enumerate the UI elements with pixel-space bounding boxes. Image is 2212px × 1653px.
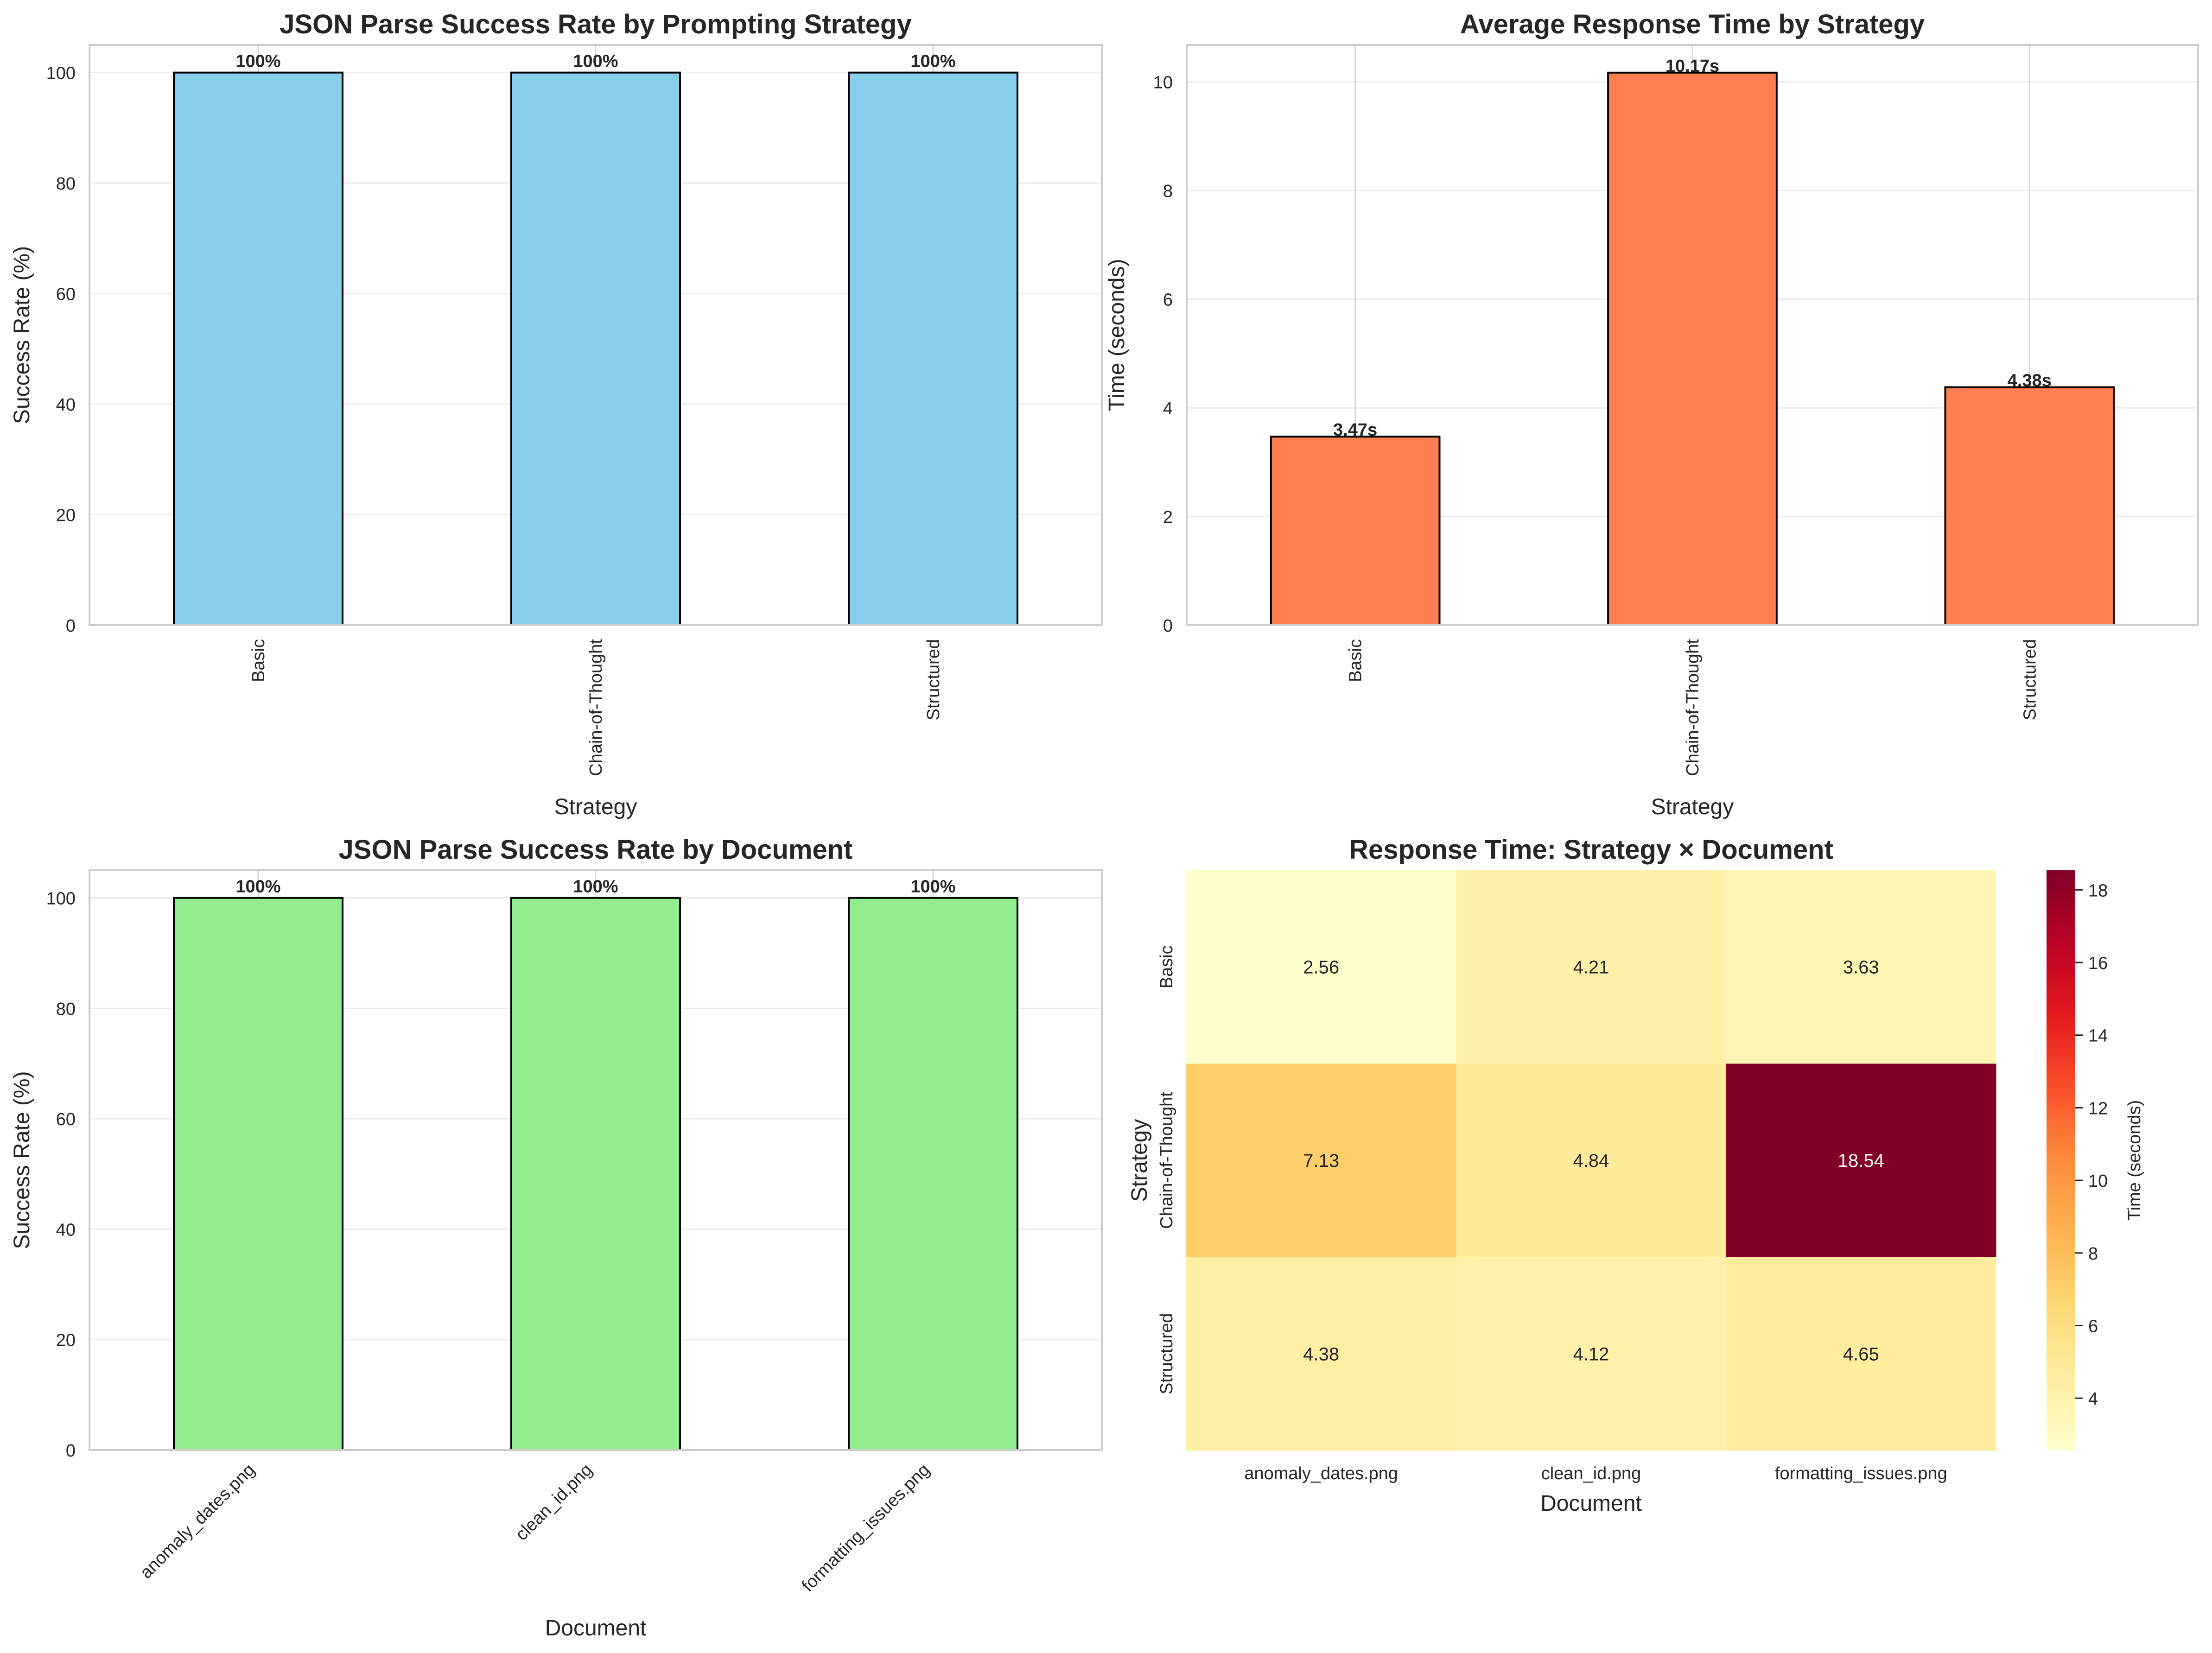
strategy-success-chart: 100% 100% 100% 0 20 40 60 80 100 Basic Chain-of-Th… xyxy=(10,9,1103,819)
bar xyxy=(510,897,681,1451)
x-tick-label: anomaly_dates.png xyxy=(1244,1464,1398,1483)
y-tick-label: 100 xyxy=(46,64,76,83)
heatmap-cell-value: 4.12 xyxy=(1573,1344,1609,1364)
y-tick-label: 4 xyxy=(1163,399,1173,418)
heatmap-cell-value: 4.38 xyxy=(1303,1344,1339,1364)
y-tick-label: 0 xyxy=(1163,616,1173,636)
y-tick-label: 8 xyxy=(1163,182,1173,201)
y-tick-label: 6 xyxy=(1163,291,1173,310)
bar-value-label: 3.47s xyxy=(1333,420,1377,440)
heatmap-cell xyxy=(1726,1064,1996,1258)
bar xyxy=(1944,386,2115,626)
x-tick-label: clean_id.png xyxy=(1541,1464,1641,1483)
y-tick-label: 100 xyxy=(46,889,76,909)
x-axis-label: Strategy xyxy=(554,795,637,819)
colorbar-tick-label: 12 xyxy=(2088,1099,2108,1118)
time-heatmap-chart: 2.56 4.21 3.63 7.13 4.84 18.54 4.38 4.12 4.65 ano… xyxy=(1127,835,2144,1516)
axes-frame xyxy=(89,869,1103,1451)
x-tick-label: Basic xyxy=(249,639,268,682)
x-tick-label: Structured xyxy=(2020,639,2040,720)
axes-frame xyxy=(89,44,1103,626)
x-axis-label: Strategy xyxy=(1651,795,1734,819)
x-tick-label: Structured xyxy=(924,639,943,720)
bar xyxy=(1607,71,1778,627)
heatmap-cell xyxy=(1186,1257,1456,1451)
x-tick-label: formatting_issues.png xyxy=(798,1460,934,1596)
x-tick-label: formatting_issues.png xyxy=(1775,1464,1947,1483)
y-tick-label: 10 xyxy=(1153,73,1173,93)
chart-title: JSON Parse Success Rate by Prompting Str… xyxy=(280,9,912,39)
heatmap-cell xyxy=(1186,1064,1456,1258)
bar xyxy=(1270,436,1441,626)
y-tick-label: 80 xyxy=(56,174,76,194)
y-axis-label: Strategy xyxy=(1127,1119,1152,1202)
colorbar-tick-label: 6 xyxy=(2088,1317,2098,1336)
heatmap-cell-value: 18.54 xyxy=(1838,1151,1884,1171)
heatmap-cell-value: 4.65 xyxy=(1843,1344,1879,1364)
colorbar-tick-label: 16 xyxy=(2088,954,2108,973)
y-tick-label: 80 xyxy=(56,1000,76,1019)
colorbar-tick-label: 8 xyxy=(2088,1244,2098,1264)
y-tick-label: 20 xyxy=(56,506,76,526)
y-tick-label: Structured xyxy=(1157,1313,1176,1394)
bar xyxy=(173,897,343,1451)
heatmap-cell-value: 2.56 xyxy=(1303,957,1339,978)
x-axis-label: Document xyxy=(1540,1491,1642,1516)
x-tick-label: clean_id.png xyxy=(512,1460,596,1545)
axes-frame xyxy=(1186,44,2199,626)
x-tick-label: Basic xyxy=(1346,639,1366,682)
x-axis-label: Document xyxy=(545,1616,647,1640)
y-axis-label: Success Rate (%) xyxy=(10,246,34,424)
y-tick-label: 20 xyxy=(56,1331,76,1350)
heatmap-cell-value: 3.63 xyxy=(1843,957,1879,978)
strategy-time-chart: 3.47s 10.17s 4.38s 0 2 4 6 8 10 Basic Chain-of-Tho… xyxy=(1105,9,2199,819)
y-tick-label: 40 xyxy=(56,395,76,415)
y-tick-label: 60 xyxy=(56,285,76,304)
bar xyxy=(173,71,343,627)
heatmap-cell-value: 4.21 xyxy=(1573,957,1609,978)
document-success-chart: 100% 100% 100% 0 20 40 60 80 100 anomaly_dates.pn… xyxy=(10,835,1103,1640)
heatmap-cell xyxy=(1726,1257,1996,1451)
heatmap-cell xyxy=(1456,1257,1727,1451)
colorbar-tick-label: 18 xyxy=(2088,881,2108,900)
colorbar-tick-label: 10 xyxy=(2088,1172,2108,1191)
y-tick-label: 60 xyxy=(56,1110,76,1129)
y-axis-label: Time (seconds) xyxy=(1105,259,1129,412)
x-tick-label: anomaly_dates.png xyxy=(136,1460,259,1583)
heatmap-cell-value: 7.13 xyxy=(1303,1151,1339,1171)
bar-value-label: 100% xyxy=(235,52,280,71)
heatmap-cell xyxy=(1726,870,1996,1064)
colorbar-tick-label: 4 xyxy=(2088,1389,2098,1409)
chart-title: JSON Parse Success Rate by Document xyxy=(339,835,853,865)
bar xyxy=(510,71,681,627)
colorbar xyxy=(2047,870,2075,1450)
x-tick-label: Chain-of-Thought xyxy=(586,639,606,776)
bar-value-label: 100% xyxy=(910,877,955,897)
heatmap-cell xyxy=(1456,1064,1727,1258)
y-tick-label: 40 xyxy=(56,1220,76,1240)
y-tick-label: 0 xyxy=(66,616,76,636)
colorbar-tick-label: 14 xyxy=(2088,1026,2108,1046)
bar xyxy=(848,897,1018,1451)
heatmap-cell xyxy=(1456,870,1727,1064)
bar-value-label: 10.17s xyxy=(1665,57,1719,76)
bar-value-label: 4.38s xyxy=(2008,371,2052,391)
bar-value-label: 100% xyxy=(235,877,280,897)
chart-title: Response Time: Strategy × Document xyxy=(1349,835,1833,865)
y-tick-label: 0 xyxy=(66,1441,76,1461)
bar-value-label: 100% xyxy=(573,52,618,71)
x-tick-label: Chain-of-Thought xyxy=(1683,639,1703,776)
y-tick-label: Basic xyxy=(1157,945,1176,988)
chart-title: Average Response Time by Strategy xyxy=(1460,9,1925,39)
y-tick-label: 2 xyxy=(1163,508,1173,527)
bar-value-label: 100% xyxy=(573,877,618,897)
bar xyxy=(848,71,1018,627)
y-tick-label: Chain-of-Thought xyxy=(1157,1092,1176,1229)
heatmap-cell xyxy=(1186,870,1456,1064)
heatmap-cell-value: 4.84 xyxy=(1573,1151,1609,1171)
y-axis-label: Success Rate (%) xyxy=(10,1071,34,1249)
bar-value-label: 100% xyxy=(910,52,955,71)
colorbar-label: Time (seconds) xyxy=(2125,1100,2144,1221)
